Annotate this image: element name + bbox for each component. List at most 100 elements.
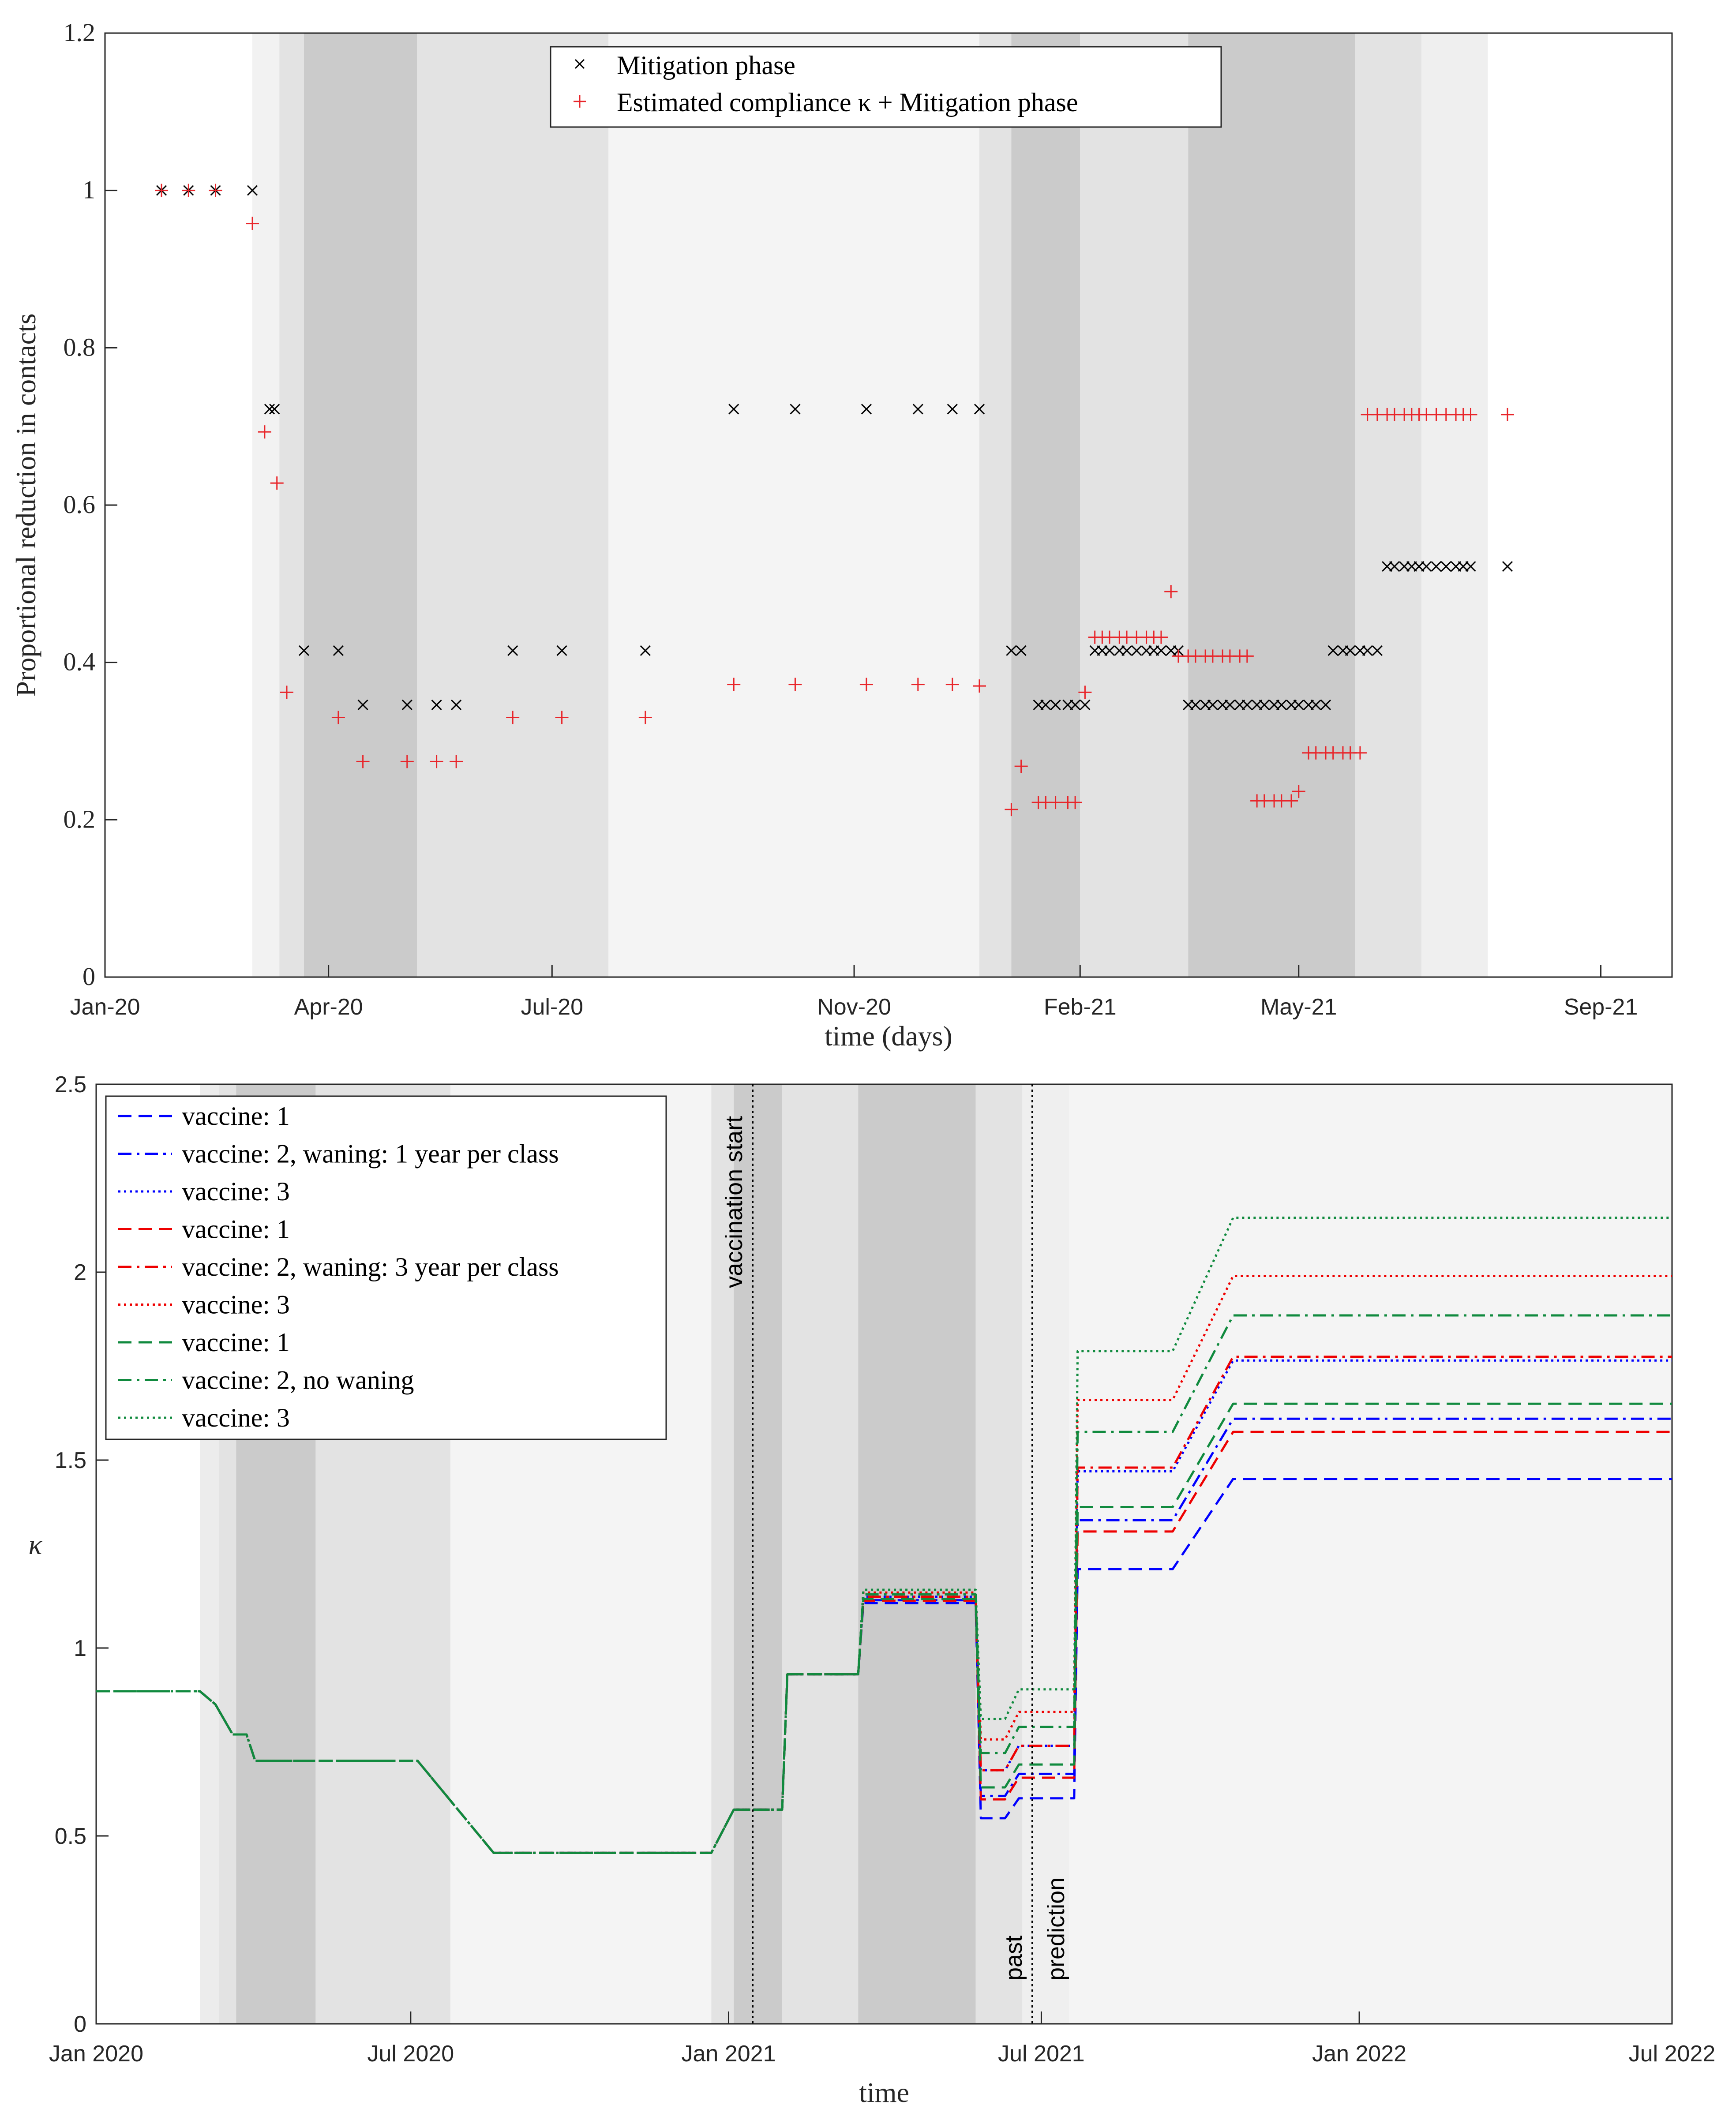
x-tick-label: Feb-21 [1044, 994, 1117, 1020]
top-markers [155, 184, 1514, 817]
mitigation-marker [1389, 561, 1400, 572]
x-tick-label: Jul 2020 [367, 2041, 454, 2067]
mitigation-marker [1016, 645, 1027, 656]
compliance-marker [945, 678, 959, 691]
top-panel: Jan-20 Apr-20 Jul-20 Nov-20 Feb-21 May-21 Sep-… [10, 18, 1673, 1052]
mitigation-marker [947, 404, 958, 415]
compliance-marker [1078, 685, 1092, 699]
mitigation-marker [1155, 645, 1167, 656]
bottom-legend-box [105, 1095, 667, 1440]
compliance-marker [258, 425, 271, 439]
compliance-marker [727, 678, 741, 691]
top-x-tick-labels: Jan-20 Apr-20 Jul-20 Nov-20 Feb-21 May-21 Sep-… [70, 994, 1638, 1020]
top-legend: Mitigation phase Estimated compliance κ … [550, 46, 1222, 128]
phase-band [782, 1084, 859, 2024]
phase-band [1069, 1084, 1672, 2024]
phase-band [858, 1084, 976, 2024]
phase-band [1188, 33, 1355, 977]
compliance-marker [1353, 746, 1367, 760]
legend-entry: vaccine: 1 [182, 1215, 290, 1244]
mitigation-marker [1362, 645, 1373, 656]
y-tick-label: 0.4 [64, 648, 96, 676]
mitigation-marker [1372, 645, 1383, 656]
prediction-label: prediction [1043, 1877, 1069, 1981]
bottom-x-axis-title: time [859, 2077, 909, 2105]
x-tick-label: Sep-21 [1564, 994, 1638, 1020]
phase-band [1011, 33, 1080, 977]
bottom-ticks [95, 1083, 1673, 2025]
legend-entry: vaccine: 3 [182, 1177, 290, 1206]
x-tick-label: Jan 2021 [682, 2041, 776, 2067]
compliance-marker [1005, 803, 1018, 817]
vaccination-start-label: vaccination start [721, 1116, 747, 1288]
compliance-marker [209, 184, 222, 197]
y-tick-label: 1.2 [64, 18, 96, 47]
x-tick-label: Nov-20 [817, 994, 891, 1020]
mitigation-marker [1276, 699, 1287, 711]
legend-entry: vaccine: 3 [182, 1403, 290, 1432]
phase-band [1421, 33, 1488, 977]
compliance-marker [972, 679, 986, 693]
compliance-marker [1500, 408, 1514, 421]
x-tick-label: May-21 [1260, 994, 1337, 1020]
compliance-marker [638, 711, 652, 724]
compliance-marker [155, 184, 169, 197]
legend-entry: vaccine: 2, waning: 1 year per class [182, 1139, 559, 1169]
compliance-marker [1464, 408, 1477, 421]
mitigation-marker [507, 645, 518, 656]
compliance-marker [788, 678, 802, 691]
top-y-axis-title: Proportional reduction in contacts [10, 313, 41, 697]
legend-entry: vaccine: 1 [182, 1101, 290, 1131]
phase-band [1022, 1084, 1069, 2024]
phase-band [1080, 33, 1189, 977]
mitigation-marker [298, 645, 310, 656]
legend-entry: vaccine: 2, waning: 3 year per class [182, 1252, 559, 1281]
mitigation-marker [1224, 699, 1235, 711]
bottom-y-axis-title: κ [29, 1529, 43, 1560]
bottom-panel: vaccination start past prediction Jan 20… [29, 1072, 1716, 2105]
mitigation-marker [556, 645, 567, 656]
phase-band [734, 1084, 782, 2024]
phase-band [279, 33, 304, 977]
legend-plus-marker [574, 95, 586, 108]
y-tick-label: 0 [82, 962, 95, 991]
compliance-marker [1292, 785, 1305, 798]
phase-band [417, 33, 609, 977]
top-y-tick-labels: 0 0.2 0.4 0.6 0.8 1 1.2 [64, 18, 96, 991]
mitigation-marker [1431, 561, 1442, 572]
mitigation-marker [1293, 699, 1304, 711]
legend-entry-compliance: Estimated compliance κ + Mitigation phas… [617, 88, 1078, 117]
compliance-marker [280, 685, 293, 699]
mitigation-marker [1310, 699, 1321, 711]
compliance-marker [1154, 630, 1168, 644]
mitigation-marker [912, 404, 923, 415]
y-tick-label: 1.5 [55, 1448, 86, 1473]
bottom-series-lines [96, 1216, 1672, 1854]
mitigation-marker [333, 645, 344, 656]
phase-band [979, 33, 1012, 977]
mitigation-marker [1050, 699, 1061, 711]
mitigation-marker [264, 404, 275, 415]
mitigation-marker [1207, 699, 1218, 711]
compliance-marker [400, 755, 414, 768]
y-tick-label: 2 [74, 1260, 86, 1285]
mitigation-marker [1131, 645, 1142, 656]
x-tick-label: Apr-20 [294, 994, 363, 1020]
mitigation-marker [1320, 699, 1331, 711]
mitigation-marker [1465, 561, 1476, 572]
compliance-marker [859, 678, 873, 691]
y-tick-label: 1 [74, 1636, 86, 1661]
mitigation-marker [1104, 645, 1115, 656]
compliance-marker [506, 711, 520, 724]
mitigation-marker [1345, 645, 1356, 656]
compliance-marker [450, 755, 463, 768]
mitigation-marker [1259, 699, 1270, 711]
compliance-marker [1285, 794, 1298, 808]
mitigation-marker [1006, 645, 1017, 656]
phase-band [252, 33, 280, 977]
past-label: past [1001, 1936, 1027, 1981]
top-phase-bands [252, 33, 1488, 977]
legend-x-marker [574, 59, 585, 69]
phase-band [1355, 33, 1422, 977]
phase-band [975, 1084, 1023, 2024]
